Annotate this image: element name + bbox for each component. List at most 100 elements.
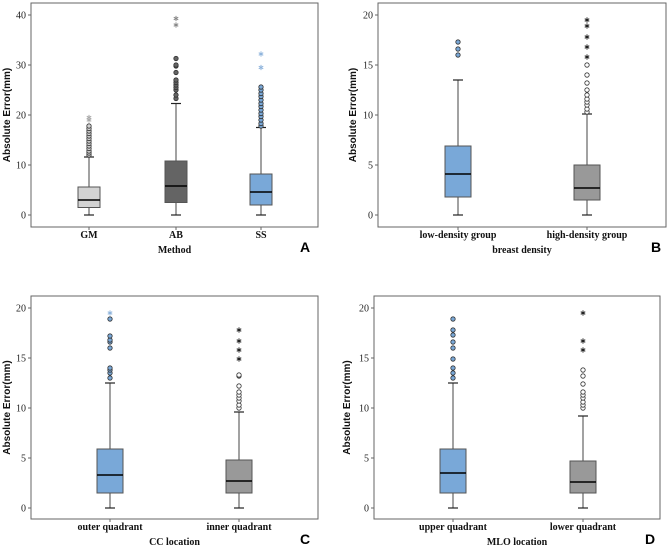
box-iqr [96, 448, 124, 494]
box-gm [77, 114, 101, 216]
box-low-density-group [444, 39, 472, 216]
outlier-point [236, 383, 242, 389]
y-tick-label: 5 [21, 454, 26, 465]
y-tick-label: 10 [16, 161, 26, 172]
extreme-outlier-star [584, 34, 590, 40]
outlier-point [584, 72, 590, 78]
outlier-point [450, 316, 456, 322]
box-iqr [444, 145, 472, 198]
extreme-outlier-star [173, 15, 179, 22]
x-tick-label: SS [255, 230, 267, 241]
outlier-point [86, 123, 92, 129]
y-axis-title: Absolute Error(mm) [348, 68, 359, 162]
extreme-outlier-star [584, 17, 590, 23]
box-ab [164, 15, 188, 216]
panel-label: D [645, 531, 655, 547]
y-tick-label: 20 [16, 111, 26, 122]
extreme-outlier-star [236, 356, 242, 362]
y-tick-label: 15 [359, 354, 369, 365]
x-tick-label: high-density group [547, 230, 628, 241]
y-tick-label: 0 [21, 211, 26, 222]
plot-frame [30, 295, 319, 520]
outlier-point [580, 389, 586, 395]
y-tick-label: 20 [363, 11, 373, 22]
y-tick-label: 30 [16, 61, 26, 72]
y-tick-label: 15 [16, 354, 26, 365]
outlier-point [455, 39, 461, 45]
outlier-point [173, 69, 179, 76]
outlier-point [450, 375, 456, 381]
plot-frame [377, 2, 667, 228]
y-tick-label: 5 [368, 161, 373, 172]
box-iqr [225, 459, 253, 494]
extreme-outlier-star [580, 347, 586, 353]
box-iqr [573, 164, 601, 201]
x-tick-label: GM [80, 230, 98, 241]
y-tick-label: 20 [359, 304, 369, 315]
x-tick-label: inner quadrant [206, 522, 272, 533]
panel-label: B [651, 239, 661, 255]
x-axis-title: breast density [492, 245, 552, 256]
panel-d: 0 5 10 15 20 Absolute Error(mm) MLO location Du… [342, 295, 661, 548]
extreme-outlier-star [86, 114, 92, 121]
outlier-point [584, 62, 590, 68]
panel-label: A [300, 239, 310, 255]
outlier-point [173, 55, 179, 62]
extreme-outlier-star [580, 338, 586, 344]
outlier-point [107, 375, 113, 381]
outlier-point [450, 339, 456, 345]
box-iqr [77, 186, 101, 208]
outlier-point [455, 52, 461, 58]
outlier-point [450, 332, 456, 338]
y-tick-label: 40 [16, 11, 26, 22]
extreme-outlier-star [107, 310, 113, 316]
box-ss [249, 51, 273, 216]
y-tick-label: 10 [16, 404, 26, 415]
box-outer-quadrant [96, 310, 124, 509]
outlier-point [584, 92, 590, 98]
panel-c: 0 5 10 15 20 Absolute Error(mm) CC location Cou… [2, 295, 319, 548]
extreme-outlier-star [258, 64, 264, 71]
outlier-point [450, 327, 456, 333]
x-tick-label: low-density group [420, 230, 497, 241]
x-axis-title: MLO location [487, 537, 548, 548]
outlier-point [236, 372, 242, 378]
x-tick-label: upper quadrant [419, 522, 488, 533]
extreme-outlier-star [258, 51, 264, 57]
outlier-point [107, 316, 113, 322]
box-iqr [439, 448, 467, 494]
extreme-outlier-star [236, 347, 242, 353]
outlier-point [580, 367, 586, 373]
outlier-point [584, 80, 590, 86]
x-axis-title: Method [158, 245, 192, 256]
box-inner-quadrant [225, 327, 253, 509]
box-iqr [249, 173, 273, 206]
x-tick-label: lower quadrant [550, 522, 617, 533]
x-axis-title: CC location [149, 537, 200, 548]
extreme-outlier-star [584, 54, 590, 60]
y-axis-title: Absolute Error(mm) [2, 68, 13, 162]
y-axis-title: Absolute Error(mm) [2, 360, 13, 454]
outlier-point [450, 370, 456, 376]
y-tick-label: 10 [363, 111, 373, 122]
y-tick-label: 20 [16, 304, 26, 315]
outlier-point [580, 373, 586, 379]
extreme-outlier-star [584, 44, 590, 50]
y-tick-label: 0 [364, 504, 369, 515]
outlier-point [450, 356, 456, 362]
extreme-outlier-star [580, 310, 586, 316]
outlier-point [584, 87, 590, 93]
x-tick-label: outer quadrant [77, 522, 143, 533]
outlier-point [107, 365, 113, 371]
outlier-point [173, 92, 179, 98]
box-high-density-group [573, 17, 601, 216]
box-iqr [164, 160, 188, 203]
plot-frame [373, 295, 661, 520]
x-tick-label: AB [169, 230, 183, 241]
outlier-point [450, 345, 456, 351]
box-upper-quadrant [439, 316, 467, 509]
outlier-point [258, 84, 264, 90]
outlier-point [236, 389, 242, 395]
panel-a: 0 10 20 30 40 Absolute Error(mm) Method A GM AB SS [2, 2, 319, 256]
box-lower-quadrant [569, 310, 597, 509]
